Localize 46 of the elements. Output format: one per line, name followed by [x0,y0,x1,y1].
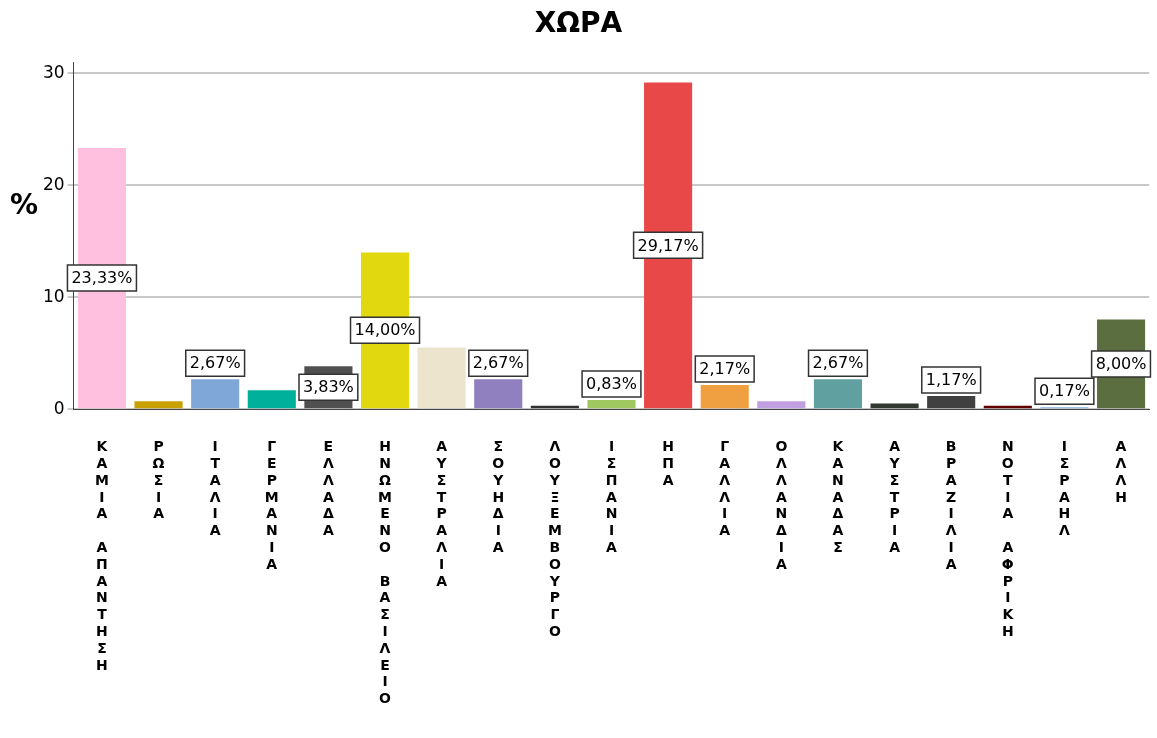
category-label: ΑΥΣΤΡΑΛΙΑ [436,438,448,589]
x-tick-label: ΑΥΣΤΡΙΑ [888,438,901,556]
data-label: 23,33% [71,268,133,288]
data-label: 0,83% [586,374,637,394]
x-tick-label: ΕΛΛΑΔΑ [322,438,334,539]
x-tick-label: ΚΑΝΑΔΑΣ [832,438,845,556]
bar [247,390,296,409]
data-label: 8,00% [1095,354,1147,374]
data-label: 2,17% [699,359,751,379]
data-label: 29,17% [637,235,699,255]
x-tick-label: ΙΤΑΛΙΑ [209,438,221,539]
y-axis-title: % [10,188,39,221]
x-tick-label: ΓΑΛΛΙΑ [719,438,731,539]
x-tick-label: ΑΛΛΗ [1115,438,1127,505]
y-tick-label: 20 [42,173,65,194]
x-tick-label: ΒΡΑΖΙΛΙΑ [945,438,957,572]
bar [813,379,863,409]
data-label: 2,67% [189,353,241,373]
y-tick-label: 30 [42,61,65,82]
x-tick-label: ΗΠΑ [662,438,674,488]
bar [134,401,183,409]
x-tick-label: ΙΣΠΑΝΙΑ [605,438,618,556]
bar [757,401,806,409]
x-tick-label: ΙΣΡΑΗΛ [1058,438,1071,539]
x-tick-label: ΣΟΥΗΔΙΑ [492,438,505,556]
data-label: 2,67% [472,353,524,373]
bar [417,347,466,409]
data-label: 3,83% [302,377,354,397]
category-label: ΗΝΩΜΕΝΟ ΒΑΣΙΛΕΙΟ [378,438,392,707]
data-label: 14,00% [354,320,416,340]
x-tick-label: ΓΕΡΜΑΝΙΑ [264,438,279,572]
y-tick-label: 0 [53,397,65,418]
category-label: ΛΟΥΞΕΜΒΟΥΡΓΟ [547,438,562,640]
x-tick-label: ΡΩΣΙΑ [152,438,165,522]
data-label: 0,17% [1039,381,1090,401]
category-label: ΝΟΤΙΑ ΑΦΡΙΚΗ [1001,438,1014,640]
y-tick-label: 10 [42,285,65,306]
bar [587,399,636,409]
bar [474,379,523,409]
category-label: ΚΑΜΙΑ ΑΠΑΝΤΗΣΗ [94,438,109,673]
x-tick-label: ΟΛΛΑΝΔΙΑ [775,438,788,572]
bar [191,379,240,409]
bar [700,384,749,409]
chart-title: ΧΩΡΑ [533,6,624,39]
data-label: 2,67% [812,353,864,373]
data-label: 1,17% [925,370,977,390]
